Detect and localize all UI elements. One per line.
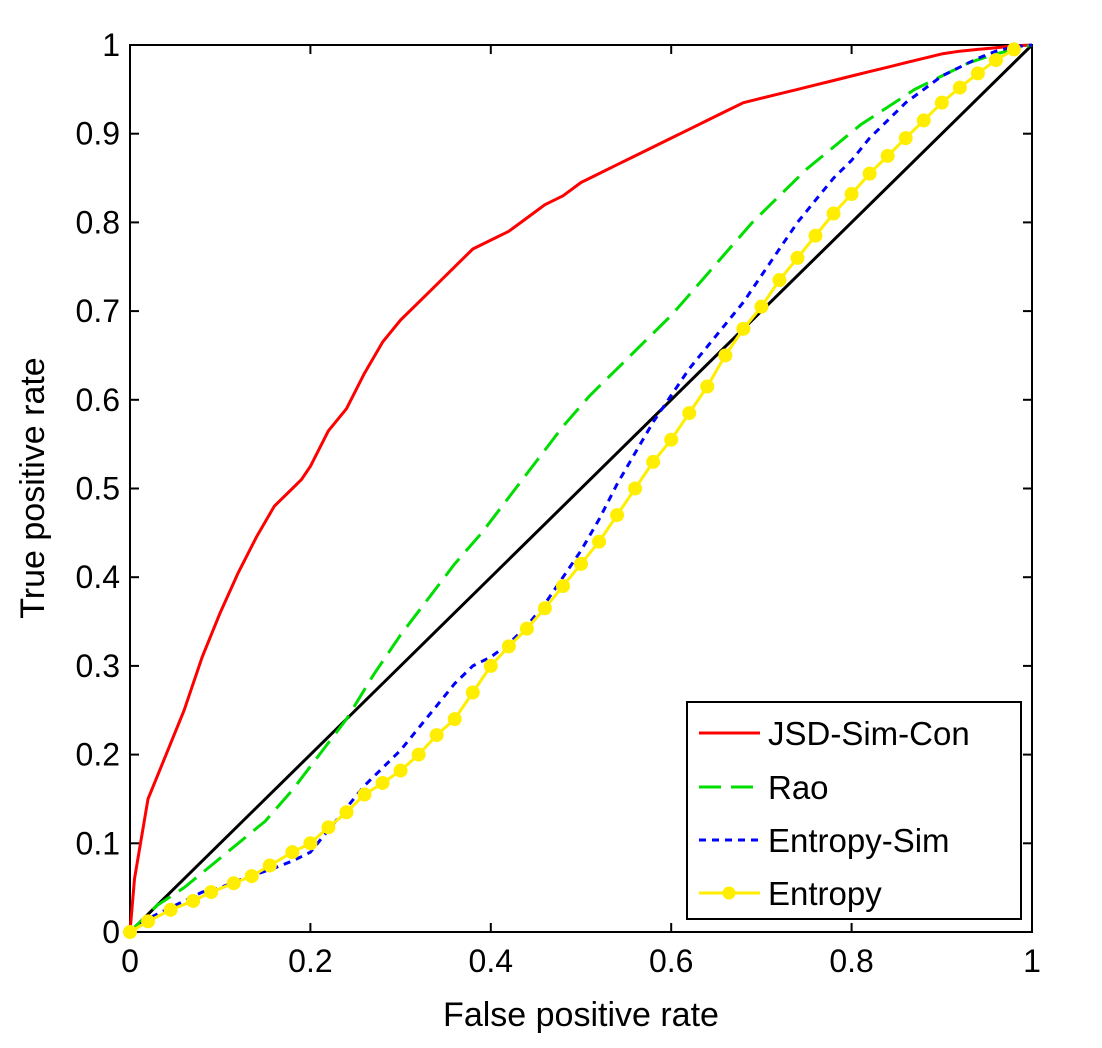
series-point: [736, 321, 751, 336]
x-axis-label: False positive rate: [443, 996, 719, 1034]
series-point: [610, 508, 625, 523]
y-tick-label: 0.4: [76, 559, 120, 595]
y-axis-label: True positive rate: [14, 357, 52, 618]
y-tick-label: 0.5: [76, 471, 120, 507]
series-jsd-sim-con: [128, 43, 1033, 933]
series-point: [123, 925, 137, 939]
series-point: [519, 621, 534, 636]
series-point: [465, 685, 480, 700]
series-point: [1006, 42, 1021, 57]
series-point: [700, 379, 715, 394]
series-point: [204, 885, 219, 900]
series-line: [128, 43, 1033, 934]
series-point: [754, 299, 769, 314]
series-point: [163, 902, 178, 917]
legend-marker: [722, 886, 736, 900]
y-tick-label: 0: [102, 914, 120, 950]
legend-label: Entropy-Sim: [768, 822, 950, 859]
series-point: [285, 845, 300, 860]
series-point: [501, 639, 516, 654]
reference-diagonal-line: [128, 43, 1034, 934]
series-point: [772, 273, 787, 288]
series-point: [646, 454, 661, 469]
x-tick-label: 0.2: [288, 943, 332, 979]
legend-item: Rao: [699, 769, 829, 806]
series-point: [339, 805, 354, 820]
series-point: [592, 534, 607, 549]
y-axis-ticks: 0 0.1 0.2 0.3 0.4 0.5 0.6 0.7 0.8 0.9 1: [76, 27, 1032, 950]
legend: JSD-Sim-Con Rao Entropy-Sim Entropy: [686, 701, 1022, 920]
series-layer: [123, 42, 1033, 939]
series-line: [128, 43, 1033, 933]
series-point: [555, 579, 570, 594]
y-tick-label: 1: [102, 27, 120, 63]
series-point: [880, 148, 895, 163]
series-point: [357, 787, 372, 802]
y-tick-label: 0.6: [76, 382, 120, 418]
legend-box: [686, 701, 1022, 920]
series-point: [826, 206, 841, 221]
series-point: [226, 876, 241, 891]
series-point: [970, 66, 985, 81]
series-point: [844, 187, 859, 202]
series-point: [244, 869, 259, 884]
y-tick-label: 0.2: [76, 737, 120, 773]
series-point: [718, 348, 733, 363]
series-point: [988, 53, 1003, 68]
legend-item: Entropy: [699, 875, 882, 912]
series-rao: [128, 43, 1033, 934]
series-point: [186, 893, 201, 908]
series-point: [411, 747, 426, 762]
series-point: [682, 406, 697, 421]
x-tick-label: 0.4: [469, 943, 513, 979]
series-point: [808, 228, 823, 243]
series-point: [952, 80, 967, 95]
series-point: [429, 728, 444, 743]
series-point: [898, 131, 913, 146]
series-point: [790, 250, 805, 265]
legend-label: Rao: [768, 769, 829, 806]
y-tick-label: 0.8: [76, 204, 120, 240]
x-tick-label: 0.8: [829, 943, 873, 979]
y-tick-label: 0.7: [76, 293, 120, 329]
series-point: [483, 658, 498, 673]
legend-item: Entropy-Sim: [699, 822, 950, 859]
legend-items: JSD-Sim-Con Rao Entropy-Sim Entropy: [699, 715, 970, 912]
series-point: [862, 166, 877, 181]
series-point: [574, 556, 588, 571]
legend-item: JSD-Sim-Con: [699, 715, 970, 752]
series-point: [628, 481, 643, 496]
series-point: [375, 775, 390, 790]
series-point: [303, 836, 318, 851]
series-point: [537, 601, 552, 616]
x-tick-label: 1: [1023, 943, 1041, 979]
series-point: [262, 858, 277, 873]
x-tick-label: 0.6: [649, 943, 693, 979]
series-point: [447, 712, 462, 727]
series-point: [321, 820, 336, 835]
series-point: [934, 95, 949, 110]
y-tick-label: 0.9: [76, 116, 120, 152]
series-point: [393, 763, 408, 778]
series-point: [141, 914, 156, 929]
legend-label: JSD-Sim-Con: [768, 715, 970, 752]
series-point: [664, 432, 679, 447]
legend-label: Entropy: [768, 875, 882, 912]
y-tick-label: 0.3: [76, 648, 120, 684]
x-tick-label: 0: [121, 943, 139, 979]
y-tick-label: 0.1: [76, 825, 120, 861]
series-point: [916, 113, 931, 128]
x-axis-ticks: 0 0.2 0.4 0.6 0.8 1: [121, 45, 1041, 979]
series-entropy: [123, 42, 1021, 939]
